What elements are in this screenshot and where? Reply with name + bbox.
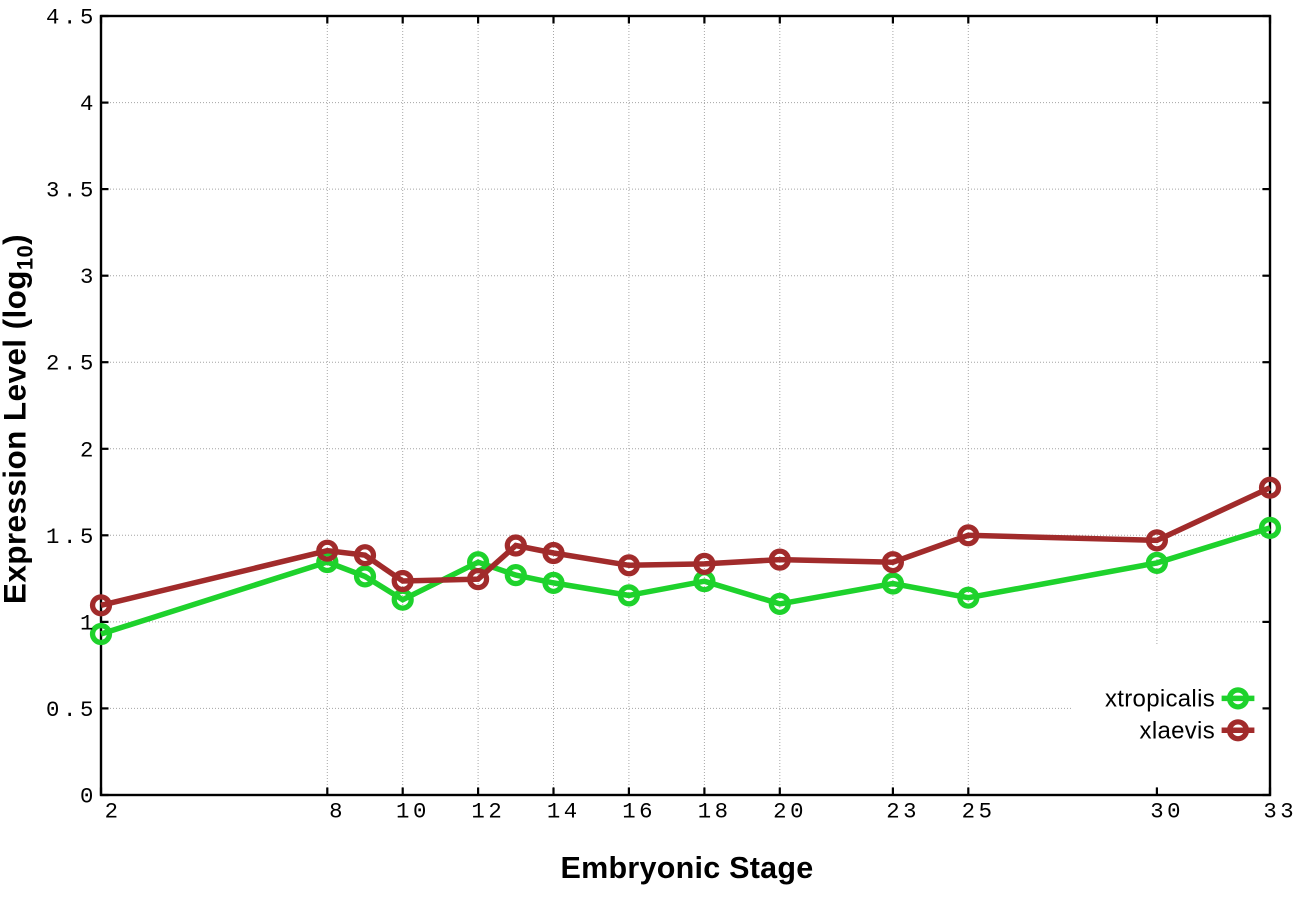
svg-text:23: 23 (886, 798, 920, 824)
svg-text:30: 30 (1150, 798, 1184, 824)
svg-text:4.5: 4.5 (46, 5, 97, 31)
svg-text:14: 14 (547, 798, 581, 824)
svg-text:10: 10 (396, 798, 430, 824)
svg-text:xtropicalis: xtropicalis (1105, 686, 1215, 713)
svg-text:2: 2 (80, 437, 97, 463)
svg-text:3: 3 (80, 264, 97, 290)
svg-text:12: 12 (471, 798, 505, 824)
svg-text:2.5: 2.5 (46, 351, 97, 377)
svg-text:Expression Level (log10): Expression Level (log10) (0, 234, 37, 604)
svg-text:0.5: 0.5 (46, 697, 97, 723)
svg-text:xlaevis: xlaevis (1140, 718, 1215, 745)
svg-text:Embryonic Stage: Embryonic Stage (561, 851, 814, 885)
svg-text:0: 0 (80, 784, 97, 810)
svg-text:2: 2 (105, 798, 122, 824)
svg-text:16: 16 (622, 798, 656, 824)
svg-text:1.5: 1.5 (46, 524, 97, 550)
svg-text:1: 1 (80, 610, 97, 636)
svg-text:25: 25 (962, 798, 996, 824)
svg-text:3.5: 3.5 (46, 178, 97, 204)
svg-text:20: 20 (773, 798, 807, 824)
svg-text:33: 33 (1263, 798, 1296, 824)
svg-text:18: 18 (698, 798, 732, 824)
svg-text:4: 4 (80, 91, 97, 117)
svg-text:8: 8 (329, 798, 346, 824)
